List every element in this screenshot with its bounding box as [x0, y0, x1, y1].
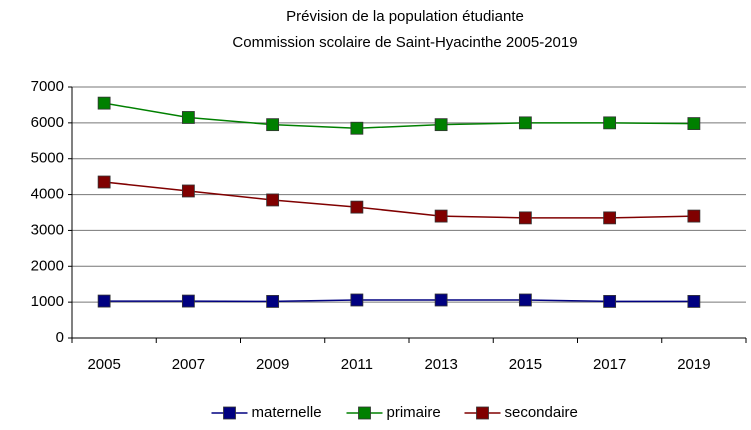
marker [350, 293, 364, 307]
x-tick-label: 2013 [424, 356, 457, 373]
marker [434, 209, 448, 223]
marker [350, 121, 364, 135]
y-tick-label: 2000 [31, 257, 64, 274]
chart-title: Prévision de la population étudiante [286, 8, 524, 25]
legend-marker [476, 406, 489, 420]
series-line [104, 181, 694, 219]
marker [97, 175, 111, 189]
series-line [104, 299, 694, 303]
marker [97, 294, 111, 308]
marker [181, 294, 195, 308]
x-tick-label: 2017 [593, 356, 626, 373]
marker [603, 116, 617, 130]
x-tick-label: 2007 [172, 356, 205, 373]
x-tick-label: 2005 [87, 356, 120, 373]
y-tick-label: 3000 [31, 221, 64, 238]
legend-marker [223, 406, 236, 420]
y-tick-label: 4000 [31, 186, 64, 203]
chart-subtitle: Commission scolaire de Saint-Hyacinthe 2… [232, 34, 577, 51]
marker [603, 295, 617, 308]
legend-marker [358, 406, 371, 420]
marker [687, 295, 701, 308]
x-tick-label: 2009 [256, 356, 289, 373]
legend-label: secondaire [505, 404, 578, 421]
marker [350, 200, 364, 214]
marker [603, 211, 617, 225]
marker [687, 117, 701, 130]
marker [518, 116, 532, 130]
y-tick-label: 7000 [31, 78, 64, 95]
legend-label: maternelle [252, 404, 322, 421]
y-tick-label: 1000 [31, 293, 64, 310]
marker [97, 96, 111, 110]
series-line [103, 102, 694, 129]
marker [266, 193, 280, 207]
legend-label: primaire [387, 404, 441, 421]
marker [434, 118, 448, 132]
marker [266, 295, 280, 308]
marker [434, 293, 448, 307]
y-tick-label: 5000 [31, 150, 64, 167]
marker [518, 211, 532, 225]
marker [181, 184, 195, 198]
marker [518, 293, 532, 307]
x-tick-label: 2015 [509, 356, 542, 373]
x-tick-label: 2019 [677, 356, 710, 373]
marker [266, 118, 280, 132]
y-tick-label: 0 [56, 329, 64, 346]
y-tick-label: 6000 [31, 114, 64, 131]
marker [181, 111, 195, 124]
marker [687, 209, 701, 223]
x-tick-label: 2011 [341, 356, 373, 373]
